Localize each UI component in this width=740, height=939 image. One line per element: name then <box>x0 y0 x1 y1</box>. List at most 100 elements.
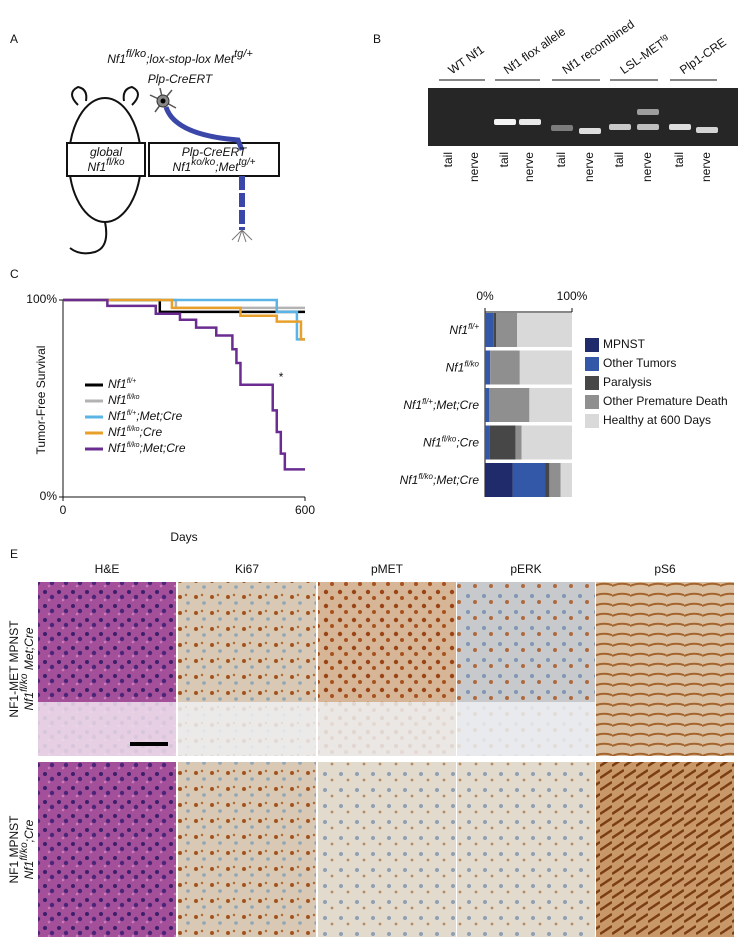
category-label: Nf1fl/ko <box>446 359 480 375</box>
superscript: fl/+ <box>127 410 137 417</box>
lane-label: tail <box>672 152 686 167</box>
text-part: ;Met;Cre <box>140 441 186 455</box>
y-axis-label: Tumor-Free Survival <box>34 346 48 455</box>
legend-label: Other Tumors <box>603 356 676 370</box>
survival-curve <box>63 298 305 341</box>
neuron-schematic <box>149 87 253 243</box>
superscript: fl/ko <box>418 472 433 481</box>
histology-image <box>457 762 595 937</box>
lane-group-label: Plp1-CRE <box>677 35 729 77</box>
text-part: Nf1 <box>446 361 465 375</box>
fat-region <box>178 702 316 756</box>
superscript: fl/ko <box>19 673 30 692</box>
panel-label: B <box>373 32 381 46</box>
histology-image <box>178 762 316 937</box>
bar-segment <box>515 425 522 460</box>
lane-group-label: Nf1 flox allele <box>501 24 568 77</box>
legend-label: Nf1fl/ko;Met;Cre <box>108 441 186 455</box>
survival-curve <box>63 298 305 314</box>
mouse-schematic <box>66 85 280 255</box>
bar-segment <box>485 463 513 497</box>
text-part: Nf1 <box>173 160 192 174</box>
superscript: fl/ko <box>106 157 125 168</box>
text-part: ;Met;Cre <box>433 398 479 412</box>
row-label: Nf1fl/ko;Cre <box>19 819 36 879</box>
superscript: fl/ko <box>442 434 457 443</box>
legend-label: Nf1fl/+;Met;Cre <box>108 409 183 423</box>
text-part: Nf1 <box>107 52 126 66</box>
bar-segment <box>560 463 572 497</box>
superscript: tg <box>658 31 669 42</box>
lane-group-label: LSL-METtg <box>617 31 673 77</box>
text-part: Nf1 <box>87 160 106 174</box>
fat-region <box>318 702 456 756</box>
column-header: pMET <box>371 562 404 576</box>
text-part: Nf1 <box>108 441 127 455</box>
fat-region <box>38 702 176 756</box>
lane-label: nerve <box>522 152 536 182</box>
bar-segment <box>485 388 490 422</box>
column-header: pERK <box>510 562 541 576</box>
y-tick-label: 0% <box>40 489 58 503</box>
category-label: Nf1fl/+ <box>449 322 479 338</box>
superscript: fl/ko <box>127 442 140 449</box>
text-part: Nf1 <box>108 377 127 391</box>
bar-segment <box>493 313 497 347</box>
superscript: fl/+ <box>422 397 433 406</box>
superscript: fl/ko <box>127 394 140 401</box>
superscript: fl/ko <box>126 48 146 60</box>
text-part: Nf1 <box>423 436 442 450</box>
text-part: ;Cre <box>22 819 36 842</box>
legend-label: Nf1fl/+ <box>108 377 136 391</box>
gel-band <box>696 127 718 133</box>
gel-band <box>551 125 573 131</box>
bar-segment <box>529 388 572 422</box>
row-label: NF1 MPNST <box>7 815 21 884</box>
genotype-title: Nf1fl/ko;lox-stop-lox Mettg/+ <box>107 48 253 66</box>
legend-swatch <box>585 338 599 352</box>
legend-label: Healthy at 600 Days <box>603 413 711 427</box>
legend-label: Paralysis <box>603 375 652 389</box>
bar-segment <box>517 313 572 347</box>
lane-label: nerve <box>582 152 596 182</box>
category-label: Nf1fl/+;Met;Cre <box>403 397 479 413</box>
column-header: Ki67 <box>235 562 259 576</box>
x-tick-label: 600 <box>295 503 315 517</box>
superscript: fl/ko <box>464 359 479 368</box>
superscript: tg/+ <box>238 157 255 168</box>
superscript: fl/+ <box>468 322 479 331</box>
lane-label: tail <box>554 152 568 167</box>
lane-label: tail <box>441 152 455 167</box>
gel-band <box>579 128 601 134</box>
gel-band <box>519 119 541 125</box>
text-part: Nf1 <box>403 398 422 412</box>
bar-segment <box>485 425 490 460</box>
box-label: Nf1fl/ko <box>87 157 124 174</box>
bar-segment <box>485 313 494 347</box>
bar-segment <box>489 425 516 460</box>
bar-segment <box>521 425 572 460</box>
lane-label: tail <box>612 152 626 167</box>
lane-group-label: WT Nf1 <box>446 42 487 77</box>
legend-label: Nf1fl/ko;Cre <box>108 425 163 439</box>
text-part: ;Met <box>215 160 239 174</box>
text-part: Nf1 <box>22 861 36 880</box>
text-part: Nf1 <box>108 409 127 423</box>
text-part: ;Met;Cre <box>136 409 182 423</box>
lane-label: nerve <box>467 152 481 182</box>
survival-curve <box>63 298 305 471</box>
column-header: H&E <box>95 562 120 576</box>
legend-swatch <box>585 395 599 409</box>
fat-region <box>457 702 595 756</box>
superscript: fl/+ <box>127 378 137 385</box>
text-part: ;Met;Cre <box>433 473 479 487</box>
legend-swatch <box>585 414 599 428</box>
bar-segment <box>489 388 530 422</box>
x-axis-label: Days <box>170 530 197 544</box>
category-label: Nf1fl/ko;Cre <box>423 434 479 450</box>
superscript: fl/ko <box>19 842 30 861</box>
column-header: pS6 <box>654 562 676 576</box>
histology-image <box>318 762 456 937</box>
legend-label: Other Premature Death <box>603 394 728 408</box>
box-label: Plp-CreERT <box>182 145 248 159</box>
